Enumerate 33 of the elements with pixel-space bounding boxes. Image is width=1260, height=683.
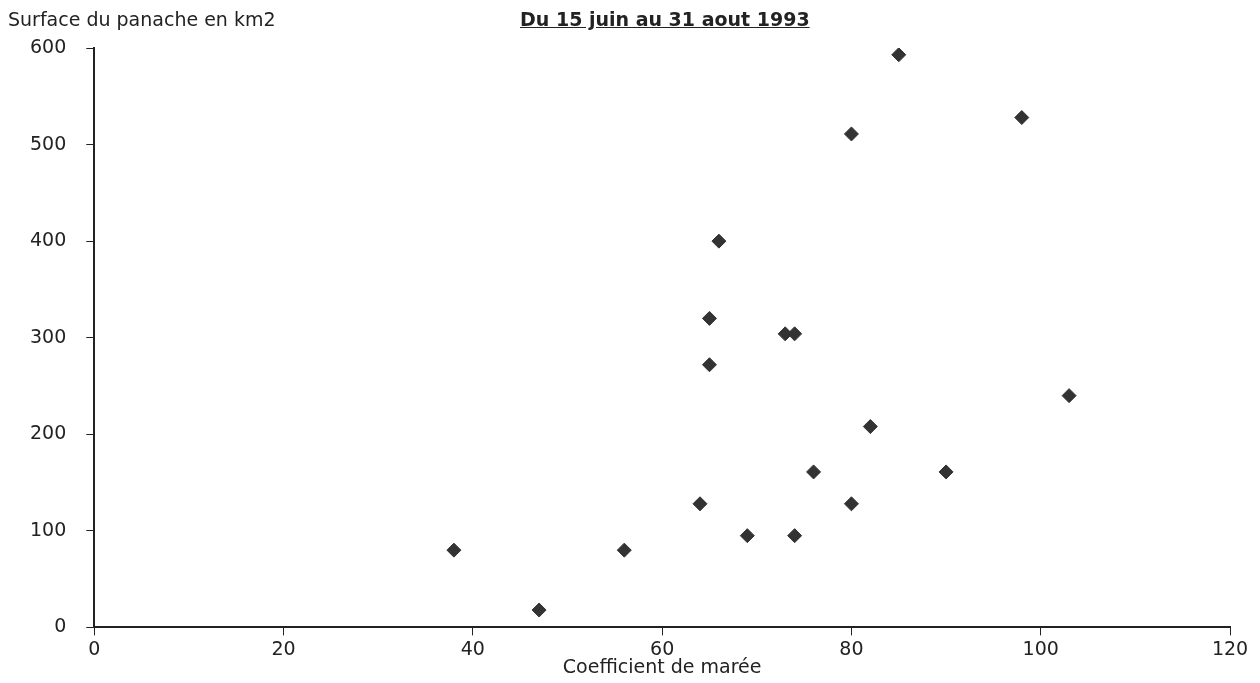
point: [787, 528, 803, 544]
point: [843, 496, 859, 512]
y-tick-label: 400: [30, 228, 67, 251]
chart-title: Du 15 juin au 31 aout 1993: [520, 8, 810, 30]
x-tick-label: 120: [1211, 636, 1249, 659]
x-tick-label: 100: [1022, 636, 1059, 659]
point: [446, 542, 462, 558]
point: [1014, 110, 1030, 126]
point: [862, 419, 878, 435]
point: [531, 602, 547, 618]
y-axis-title: Surface du panache en km2: [8, 8, 276, 30]
y-tick-label: 0: [54, 614, 67, 637]
point: [616, 542, 632, 558]
point: [891, 48, 907, 63]
point: [711, 233, 727, 249]
y-tick-label: 300: [30, 324, 67, 347]
x-tick-label: 40: [460, 636, 485, 659]
x-tick-label: 20: [271, 636, 296, 659]
x-tick-label: 80: [839, 636, 864, 659]
y-tick-label: 200: [30, 421, 67, 444]
x-tick-label: 0: [88, 636, 101, 659]
point: [843, 126, 859, 142]
point: [806, 464, 822, 480]
y-tick-label: 600: [30, 34, 67, 57]
point: [739, 528, 755, 544]
point: [938, 464, 954, 480]
point: [692, 496, 708, 512]
y-tick-label: 100: [30, 517, 67, 540]
point: [701, 357, 717, 373]
point: [701, 310, 717, 326]
y-tick-label: 500: [30, 131, 67, 154]
point: [1061, 388, 1077, 404]
point: [787, 326, 803, 342]
